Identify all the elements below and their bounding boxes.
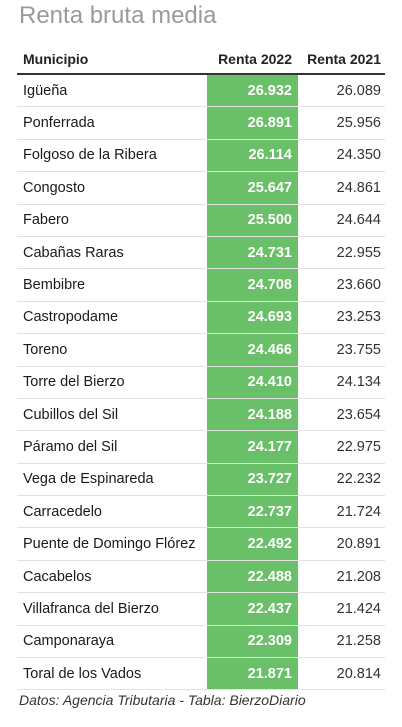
income-table: Municipio Renta 2022 Renta 2021 Igüeña 26… [17, 44, 385, 691]
table-row: Toral de los Vados 21.871 20.814 [17, 658, 385, 691]
cell-renta-2022: 24.177 [207, 431, 298, 463]
table-row: Puente de Domingo Flórez 22.492 20.891 [17, 528, 385, 561]
table-row: Camponaraya 22.309 21.258 [17, 625, 385, 659]
cell-renta-2021: 23.654 [336, 406, 381, 423]
cell-municipio: Toreno [23, 341, 68, 358]
cell-renta-2021: 24.644 [336, 212, 381, 229]
cell-renta-2021: 20.814 [336, 665, 381, 682]
table-body: Igüeña 26.932 26.089 Ponferrada 26.891 25.956… [17, 75, 385, 691]
cell-renta-2022: 25.647 [207, 172, 298, 204]
cell-renta-2021: 22.975 [336, 438, 381, 455]
cell-renta-2021: 25.956 [336, 115, 381, 132]
cell-renta-2022: 24.466 [207, 334, 298, 366]
cell-renta-2021: 21.424 [336, 600, 381, 617]
table-row: Páramo del Sil 24.177 22.975 [17, 431, 385, 464]
cell-municipio: Castropodame [23, 309, 119, 326]
cell-renta-2022: 26.891 [207, 107, 298, 139]
cell-renta-2021: 23.253 [336, 309, 381, 326]
table-row: Torre del Bierzo 24.410 24.134 [17, 366, 385, 399]
cell-municipio: Carracedelo [23, 503, 102, 520]
cell-renta-2022: 24.731 [207, 236, 298, 269]
cell-municipio: Bembibre [23, 277, 86, 294]
table-header-row: Municipio Renta 2022 Renta 2021 [17, 44, 385, 75]
cell-renta-2022: 21.871 [207, 658, 298, 690]
table-row: Cacabelos 22.488 21.208 [17, 560, 385, 594]
table-row: Vega de Espinareda 23.727 22.232 [17, 463, 385, 497]
cell-renta-2022: 22.492 [207, 528, 298, 560]
cell-municipio: Cabañas Raras [23, 244, 124, 261]
cell-municipio: Cacabelos [23, 568, 92, 585]
cell-renta-2021: 26.089 [336, 82, 381, 99]
table-row: Fabero 25.500 24.644 [17, 204, 385, 237]
table-row: Villafranca del Bierzo 22.437 21.424 [17, 593, 385, 626]
header-renta-2021[interactable]: Renta 2021 [307, 50, 381, 67]
cell-municipio: Toral de los Vados [23, 665, 142, 682]
header-renta-2022[interactable]: Renta 2022 [218, 50, 292, 67]
cell-municipio: Puente de Domingo Flórez [23, 536, 196, 553]
cell-renta-2021: 21.258 [336, 633, 381, 650]
cell-renta-2021: 21.208 [336, 568, 381, 585]
cell-renta-2022: 24.188 [207, 398, 298, 431]
chart-title: Renta bruta media [19, 2, 217, 29]
source-note: Datos: Agencia Tributaria - Tabla: Bierz… [19, 692, 306, 708]
cell-renta-2022: 22.488 [207, 560, 298, 593]
cell-municipio: Vega de Espinareda [23, 471, 154, 488]
table-row: Folgoso de la Ribera 26.114 24.350 [17, 139, 385, 173]
cell-renta-2022: 22.437 [207, 593, 298, 625]
table-row: Ponferrada 26.891 25.956 [17, 107, 385, 140]
table-row: Cubillos del Sil 24.188 23.654 [17, 398, 385, 432]
cell-renta-2021: 24.350 [336, 147, 381, 164]
cell-renta-2022: 22.737 [207, 496, 298, 528]
cell-municipio: Páramo del Sil [23, 438, 118, 455]
cell-municipio: Villafranca del Bierzo [23, 600, 159, 617]
cell-renta-2022: 25.500 [207, 204, 298, 236]
cell-renta-2021: 24.861 [336, 179, 381, 196]
table-row: Igüeña 26.932 26.089 [17, 75, 385, 108]
cell-renta-2022: 22.309 [207, 625, 298, 658]
table-row: Castropodame 24.693 23.253 [17, 301, 385, 335]
table-row: Cabañas Raras 24.731 22.955 [17, 236, 385, 270]
cell-renta-2022: 26.114 [207, 139, 298, 172]
cell-municipio: Folgoso de la Ribera [23, 147, 157, 164]
cell-renta-2021: 20.891 [336, 536, 381, 553]
cell-renta-2021: 24.134 [336, 374, 381, 391]
cell-renta-2021: 23.660 [336, 277, 381, 294]
table-row: Bembibre 24.708 23.660 [17, 269, 385, 302]
cell-renta-2022: 24.693 [207, 301, 298, 334]
table-row: Toreno 24.466 23.755 [17, 334, 385, 367]
cell-renta-2022: 23.727 [207, 463, 298, 496]
table-row: Carracedelo 22.737 21.724 [17, 496, 385, 529]
cell-renta-2021: 23.755 [336, 341, 381, 358]
cell-renta-2022: 24.708 [207, 269, 298, 301]
table-row: Congosto 25.647 24.861 [17, 172, 385, 205]
cell-municipio: Igüeña [23, 82, 68, 99]
cell-renta-2021: 21.724 [336, 503, 381, 520]
cell-municipio: Cubillos del Sil [23, 406, 119, 423]
cell-renta-2022: 24.410 [207, 366, 298, 398]
cell-municipio: Torre del Bierzo [23, 374, 125, 391]
header-municipio[interactable]: Municipio [23, 50, 89, 67]
cell-municipio: Congosto [23, 179, 86, 196]
cell-renta-2021: 22.955 [336, 244, 381, 261]
cell-municipio: Ponferrada [23, 115, 95, 132]
cell-municipio: Camponaraya [23, 633, 115, 650]
cell-renta-2021: 22.232 [336, 471, 381, 488]
cell-municipio: Fabero [23, 212, 69, 229]
cell-renta-2022: 26.932 [207, 75, 298, 107]
